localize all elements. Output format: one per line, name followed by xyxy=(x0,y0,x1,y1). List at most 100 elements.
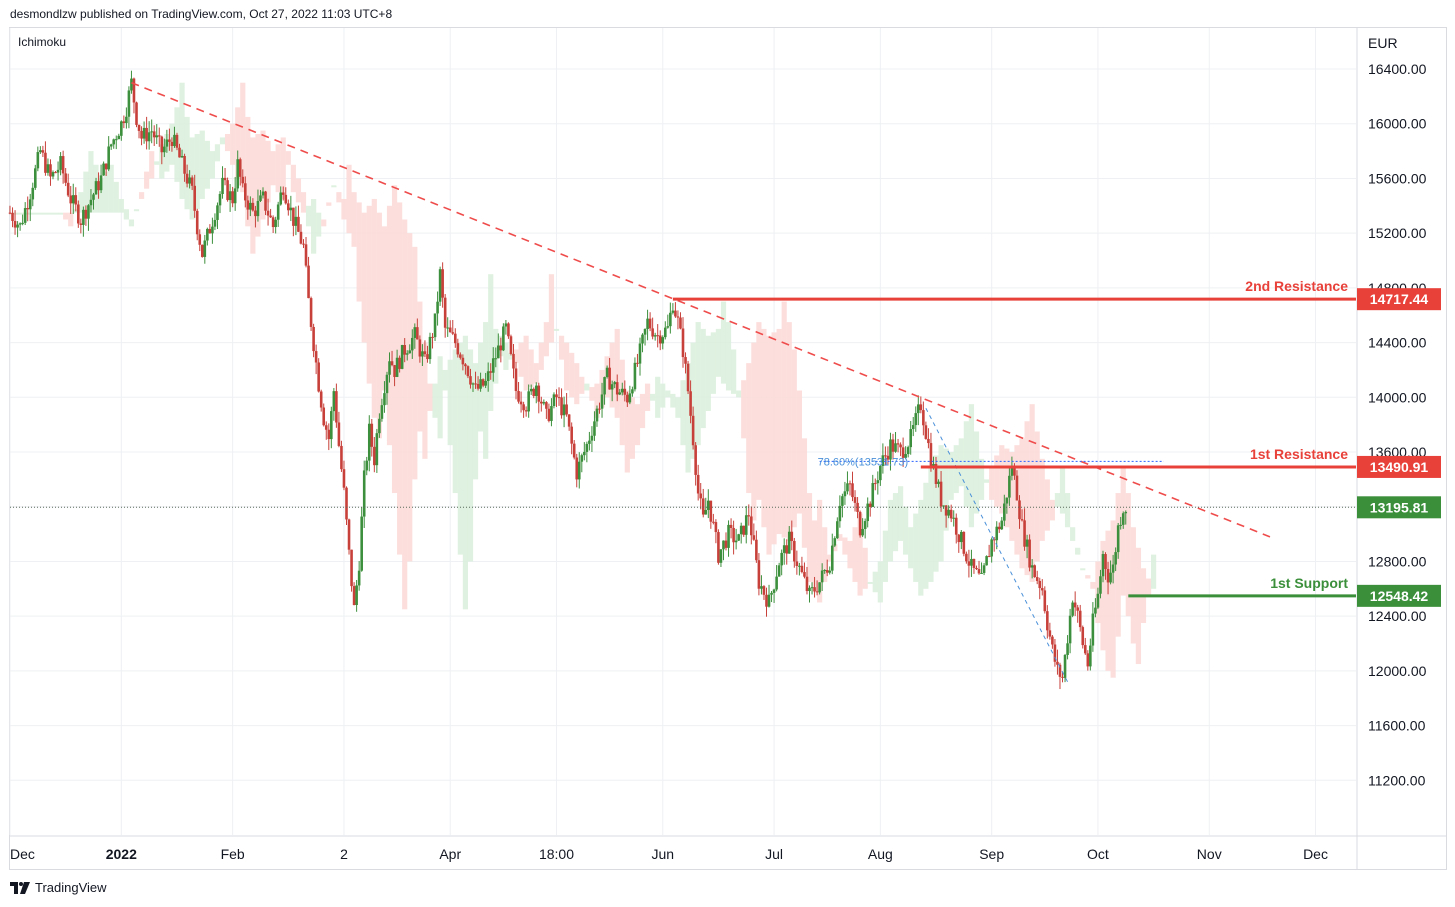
cloud-segment xyxy=(953,445,959,494)
candle-body xyxy=(780,552,783,566)
candle-body xyxy=(838,505,842,522)
cloud-segment xyxy=(336,192,342,203)
candle-body xyxy=(481,379,485,386)
candle-body xyxy=(54,172,57,174)
candle-body xyxy=(185,173,189,184)
cloud-segment xyxy=(149,151,155,179)
candle-body xyxy=(360,516,363,571)
cloud-segment xyxy=(655,376,661,418)
cloud-segment xyxy=(422,342,428,459)
cloud-segment xyxy=(558,335,565,360)
cloud-segment xyxy=(963,421,969,507)
candle-body xyxy=(830,545,834,571)
candle-body xyxy=(871,483,875,507)
candle-body xyxy=(21,222,24,224)
candle-body xyxy=(390,361,394,366)
cloud-segment xyxy=(650,393,656,401)
level-badge xyxy=(1357,288,1441,311)
footer-brand[interactable]: TradingView xyxy=(10,880,107,895)
cloud-segment xyxy=(776,328,782,535)
cloud-segment xyxy=(128,219,135,227)
cloud-segment xyxy=(1024,421,1030,576)
cloud-segment xyxy=(52,212,59,215)
candle-body xyxy=(583,451,586,456)
candle-body xyxy=(104,163,108,170)
candle-body xyxy=(881,455,885,466)
cloud-segment xyxy=(321,219,327,227)
candle-body xyxy=(395,357,399,377)
cloud-segment xyxy=(948,452,954,500)
candle-body xyxy=(803,572,806,577)
candle-body xyxy=(499,345,503,351)
candle-body xyxy=(36,152,40,169)
candle-body xyxy=(1000,520,1004,530)
level-name: 1st Support xyxy=(1270,575,1348,591)
candle-body xyxy=(446,327,450,329)
candle-body xyxy=(1116,525,1120,553)
cloud-segment xyxy=(751,342,757,521)
candle-body xyxy=(289,207,293,211)
cloud-segment xyxy=(457,342,463,555)
candle-body xyxy=(365,460,369,471)
indicator-label[interactable]: Ichimoku xyxy=(18,35,67,49)
candle-body xyxy=(238,159,242,177)
cloud-segment xyxy=(594,383,600,418)
candle-body xyxy=(218,193,222,206)
candle-body xyxy=(876,480,880,484)
candle-body xyxy=(125,116,128,124)
candle-body xyxy=(1018,500,1021,520)
candle-body xyxy=(208,228,212,234)
y-tick-label: 14000.00 xyxy=(1368,389,1427,405)
cloud-segment xyxy=(543,322,549,357)
candle-body xyxy=(206,228,209,241)
candle-body xyxy=(613,382,616,385)
cloud-segment xyxy=(295,178,302,203)
candle-body xyxy=(266,210,270,216)
cloud-segment xyxy=(47,212,54,215)
candle-body xyxy=(380,405,384,419)
cloud-segment xyxy=(219,137,226,145)
cloud-segment xyxy=(331,185,337,188)
candle-body xyxy=(509,336,513,354)
y-tick-label: 16000.00 xyxy=(1368,116,1427,132)
candle-body xyxy=(957,534,961,543)
cloud-segment xyxy=(214,144,221,162)
candle-body xyxy=(271,217,275,228)
cloud-segment xyxy=(285,151,291,165)
candle-body xyxy=(987,556,991,558)
candle-body xyxy=(1109,572,1112,583)
candle-body xyxy=(750,516,753,536)
candle-body xyxy=(714,522,718,533)
candle-body xyxy=(410,337,414,351)
candle-body xyxy=(970,558,973,566)
candle-body xyxy=(828,570,832,573)
cloud-segment xyxy=(741,380,747,439)
candle-body xyxy=(314,351,318,363)
candle-body xyxy=(494,358,498,360)
candle-body xyxy=(527,391,530,412)
cloud-segment xyxy=(918,499,924,596)
cloud-segment xyxy=(209,151,216,179)
cloud-segment xyxy=(305,205,312,227)
cloud-segment xyxy=(1049,499,1055,521)
cloud-segment xyxy=(1029,404,1035,582)
candle-body xyxy=(140,130,143,139)
candle-body xyxy=(294,216,298,226)
candle-body xyxy=(722,540,725,550)
candle-body xyxy=(241,176,245,184)
level-badge xyxy=(1357,584,1441,607)
cloud-segment xyxy=(746,363,752,494)
cloud-segment xyxy=(503,342,509,370)
candle-body xyxy=(909,429,913,448)
candle-body xyxy=(92,194,95,200)
cloud-segment xyxy=(999,445,1005,514)
cloud-segment xyxy=(290,164,296,193)
candle-body xyxy=(1008,475,1011,498)
cloud-segment xyxy=(1085,575,1091,579)
candle-body xyxy=(375,433,379,466)
candle-body xyxy=(489,371,493,373)
candle-body xyxy=(808,587,811,592)
candle-body xyxy=(744,515,748,535)
candle-body xyxy=(276,204,280,220)
